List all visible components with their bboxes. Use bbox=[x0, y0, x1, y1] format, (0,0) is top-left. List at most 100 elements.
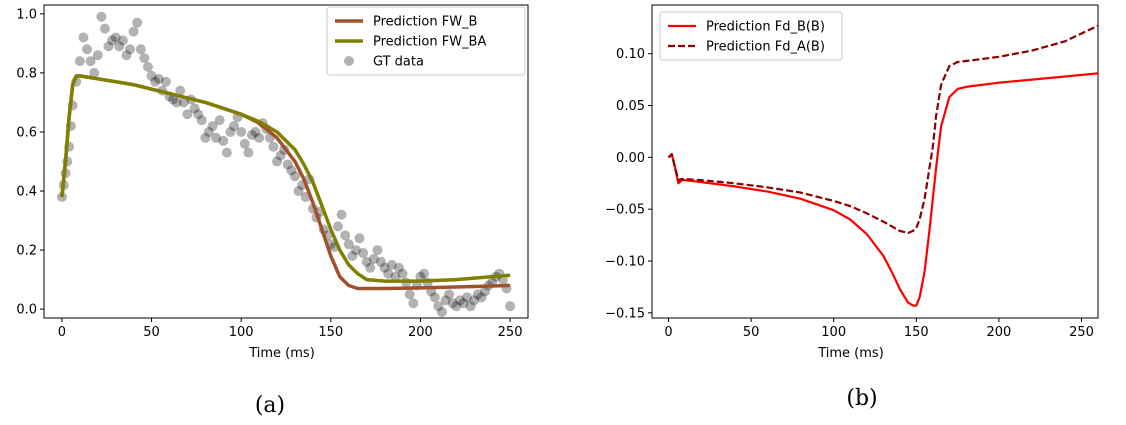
gt-data-point bbox=[436, 307, 447, 318]
gt-data-point bbox=[365, 262, 376, 273]
x-tick-label: 200 bbox=[986, 325, 1011, 340]
x-tick-label: 150 bbox=[318, 325, 343, 340]
gt-data-point bbox=[275, 150, 286, 161]
x-axis-label: Time (ms) bbox=[817, 346, 884, 361]
gt-data-point bbox=[82, 44, 93, 55]
gt-data-point bbox=[114, 41, 125, 52]
legend-label: Prediction FW_BA bbox=[373, 35, 486, 50]
gt-data-point bbox=[336, 209, 347, 220]
gt-data-point bbox=[103, 41, 114, 52]
gt-data-point bbox=[440, 295, 451, 306]
gt-data-point bbox=[189, 103, 200, 114]
legend: Prediction FW_B Prediction FW_BA GT data bbox=[326, 6, 526, 76]
gt-data-point bbox=[225, 126, 236, 137]
gt-data-point bbox=[368, 253, 379, 264]
y-tick-label: −0.05 bbox=[605, 203, 645, 218]
gt-data-point bbox=[218, 135, 229, 146]
gt-data-point bbox=[196, 115, 207, 126]
gt-data-point bbox=[358, 248, 369, 259]
y-tick-label: 0.8 bbox=[16, 66, 37, 81]
legend-label: Prediction Fd_B(B) bbox=[706, 20, 825, 35]
gt-data-point bbox=[96, 11, 107, 22]
gt-data-point bbox=[135, 44, 146, 55]
gt-data-point bbox=[128, 26, 139, 37]
gt-data-point bbox=[361, 256, 372, 267]
series-line-2 bbox=[60, 74, 511, 283]
y-tick-label: 0.0 bbox=[16, 303, 37, 318]
gt-data-point bbox=[393, 262, 404, 273]
legend-marker bbox=[344, 56, 354, 66]
gt-data-point bbox=[372, 245, 383, 256]
gt-data-point bbox=[246, 129, 257, 140]
legend-label: GT data bbox=[373, 55, 424, 70]
gt-data-point bbox=[332, 221, 343, 232]
panel-caption: (b) bbox=[846, 386, 877, 411]
gt-data-point bbox=[458, 298, 469, 309]
gt-data-point bbox=[293, 186, 304, 197]
panel-a-chart: 0 50 100 150 200 250 0.0 0.2 0.4 0.6 0.8 1.0 Time (m… bbox=[16, 4, 529, 418]
y-tick-label: 0.4 bbox=[16, 185, 37, 200]
x-tick-label: 100 bbox=[821, 325, 846, 340]
gt-data-point bbox=[85, 56, 96, 67]
gt-data-point bbox=[243, 147, 254, 158]
gt-data-point bbox=[117, 35, 128, 46]
gt-data-point bbox=[376, 256, 387, 267]
gt-data-point bbox=[236, 126, 247, 137]
gt-data-point bbox=[451, 301, 462, 312]
gt-data-point bbox=[386, 259, 397, 270]
gt-data-point bbox=[350, 245, 361, 256]
y-tick-label: 0.05 bbox=[616, 99, 645, 114]
gt-data-point bbox=[125, 44, 136, 55]
gt-data-point bbox=[268, 141, 279, 152]
gt-data-point bbox=[214, 115, 225, 126]
gt-data-point bbox=[282, 159, 293, 170]
x-axis-label: Time (ms) bbox=[248, 346, 315, 361]
gt-data-point bbox=[132, 17, 143, 28]
x-tick-label: 50 bbox=[743, 325, 760, 340]
gt-data-point bbox=[415, 271, 426, 282]
gt-data-point bbox=[78, 32, 89, 43]
gt-data-point bbox=[447, 298, 458, 309]
gt-data-point bbox=[168, 94, 179, 105]
gt-data-point bbox=[221, 147, 232, 158]
gt-data-point bbox=[89, 67, 100, 78]
gt-data-point bbox=[200, 132, 211, 143]
gt-data-point bbox=[404, 289, 415, 300]
x-tick-label: 0 bbox=[664, 325, 672, 340]
legend-box bbox=[326, 6, 526, 76]
gt-data-point bbox=[469, 295, 480, 306]
gt-data-point bbox=[250, 126, 261, 137]
gt-data-point bbox=[74, 56, 85, 67]
gt-data-point bbox=[99, 23, 110, 34]
legend: Prediction Fd_B(B) Prediction Fd_A(B) bbox=[659, 11, 843, 61]
gt-data-point bbox=[479, 286, 490, 297]
x-tick-label: 200 bbox=[408, 325, 433, 340]
x-tick-label: 250 bbox=[498, 325, 523, 340]
gt-data-point bbox=[107, 35, 118, 46]
gt-data-point bbox=[121, 50, 132, 61]
gt-data-point bbox=[379, 262, 390, 273]
y-tick-label: −0.15 bbox=[605, 306, 645, 321]
gt-data-point bbox=[408, 298, 419, 309]
series-line-2 bbox=[667, 24, 1098, 235]
gt-data-point bbox=[139, 53, 150, 64]
y-tick-label: 0.10 bbox=[616, 47, 645, 62]
gt-data-point bbox=[462, 292, 473, 303]
x-tick-label: 50 bbox=[143, 325, 160, 340]
gt-data-point bbox=[289, 171, 300, 182]
gt-data-point bbox=[383, 268, 394, 279]
series-group bbox=[667, 24, 1098, 307]
series-line-1 bbox=[667, 72, 1098, 307]
x-tick-label: 0 bbox=[58, 325, 66, 340]
legend-box bbox=[659, 11, 843, 61]
gt-data-point bbox=[178, 97, 189, 108]
x-tick-label: 150 bbox=[904, 325, 929, 340]
gt-data-point bbox=[153, 73, 164, 84]
gt-data-point bbox=[465, 301, 476, 312]
gt-data-point bbox=[203, 126, 214, 137]
gt-data-point bbox=[343, 239, 354, 250]
gt-data-point bbox=[207, 121, 218, 132]
gt-data-point bbox=[397, 268, 408, 279]
gt-data-point bbox=[110, 32, 121, 43]
